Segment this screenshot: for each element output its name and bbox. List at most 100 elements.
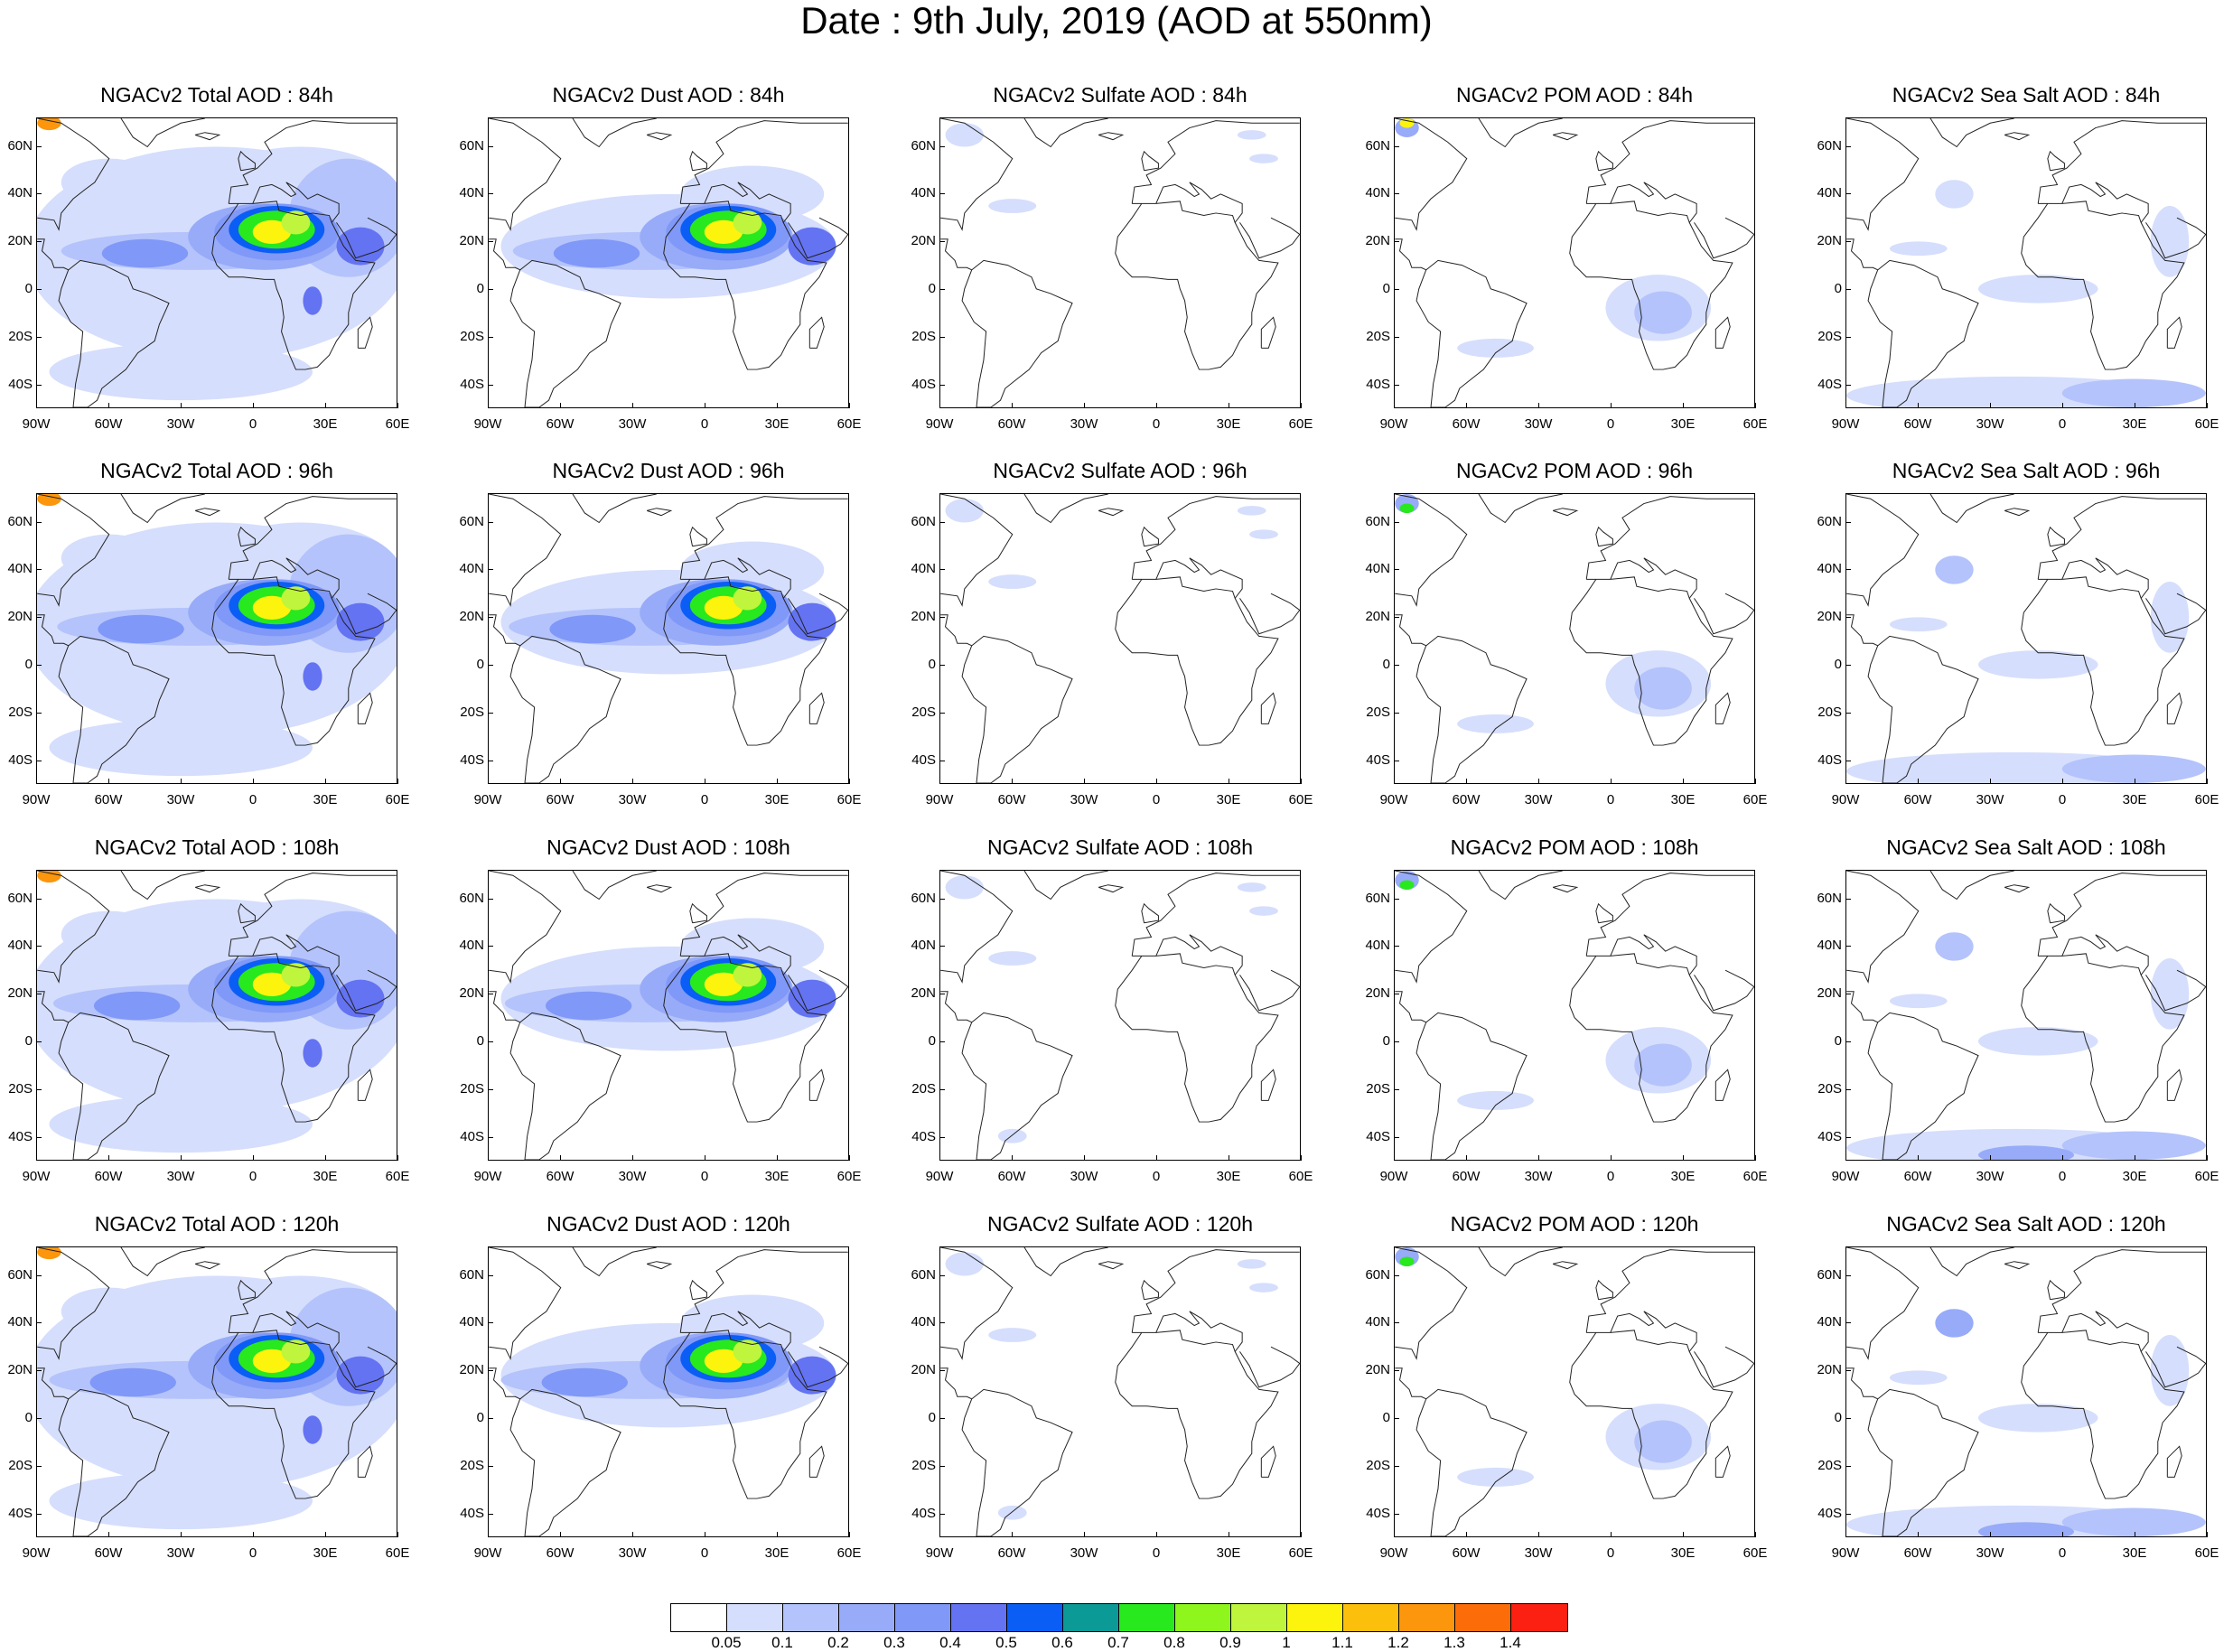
coastline bbox=[1239, 217, 1300, 259]
aod-plume bbox=[2150, 1335, 2190, 1406]
coastline bbox=[1610, 182, 1697, 223]
coastline bbox=[808, 1445, 825, 1478]
aod-plume bbox=[997, 1505, 1027, 1520]
lat-label: 20N bbox=[7, 1362, 33, 1378]
colorbar-label: 1.2 bbox=[1387, 1634, 1409, 1651]
coastline bbox=[238, 1279, 256, 1301]
lon-label: 0 bbox=[1606, 1545, 1615, 1561]
lat-tick bbox=[36, 1088, 42, 1090]
lon-tick bbox=[1538, 1532, 1539, 1537]
lat-tick bbox=[1394, 946, 1399, 947]
coastline bbox=[2004, 884, 2031, 893]
lat-label: 40S bbox=[1817, 1128, 1842, 1144]
lon-label: 60E bbox=[2194, 792, 2219, 807]
lon-tick bbox=[1683, 779, 1684, 784]
coastline bbox=[2047, 150, 2065, 172]
lon-tick bbox=[632, 779, 633, 784]
lon-label: 30E bbox=[764, 1545, 789, 1561]
coastline bbox=[1098, 508, 1125, 517]
coastline bbox=[37, 118, 110, 231]
lat-tick bbox=[1845, 946, 1851, 947]
colorbar-swatch bbox=[1007, 1604, 1063, 1631]
aod-plume bbox=[733, 1339, 762, 1364]
lon-label: 30W bbox=[1524, 1169, 1553, 1184]
lon-label: 60W bbox=[1903, 1545, 1932, 1561]
aod-plume bbox=[1399, 503, 1415, 513]
coastline bbox=[1846, 991, 1878, 1023]
lat-tick bbox=[1845, 1418, 1851, 1420]
coastline bbox=[940, 614, 972, 647]
lat-tick bbox=[36, 1041, 42, 1043]
aod-map bbox=[940, 118, 1300, 407]
lon-label: 30W bbox=[1976, 416, 2004, 432]
coastline bbox=[1585, 1249, 1754, 1333]
coastline bbox=[1569, 1330, 1733, 1499]
coastline bbox=[1929, 494, 2014, 524]
lat-label: 60N bbox=[459, 513, 484, 529]
lat-label: 20N bbox=[7, 985, 33, 1002]
lon-label: 0 bbox=[2058, 1545, 2067, 1561]
lat-tick bbox=[939, 336, 945, 338]
coastline bbox=[2004, 508, 2031, 517]
coastline bbox=[211, 576, 376, 746]
lat-tick bbox=[1845, 336, 1851, 338]
lon-label: 60E bbox=[1742, 1169, 1768, 1184]
lat-label: 40S bbox=[8, 1128, 33, 1144]
aod-plume bbox=[1634, 667, 1692, 710]
aod-plume bbox=[945, 875, 984, 900]
lat-tick bbox=[488, 569, 493, 571]
lat-label: 0 bbox=[1834, 1033, 1842, 1050]
lat-label: 40N bbox=[911, 1314, 936, 1330]
lat-tick bbox=[1394, 1418, 1399, 1420]
lat-tick bbox=[939, 1322, 945, 1324]
lat-label: 60N bbox=[911, 1266, 936, 1283]
lon-label: 0 bbox=[248, 1545, 257, 1561]
lat-label: 40N bbox=[7, 938, 33, 954]
lon-tick bbox=[1611, 403, 1612, 408]
lon-tick bbox=[1918, 1532, 1919, 1537]
lon-tick bbox=[397, 1155, 398, 1161]
map-panel: NGACv2 POM AOD : 120h 60N 40N 20N 0 20S 40S 90W… bbox=[1365, 1212, 1767, 1573]
lat-tick bbox=[36, 569, 42, 571]
lat-tick bbox=[488, 898, 493, 900]
coastline bbox=[1595, 150, 1613, 172]
lon-label: 0 bbox=[1606, 416, 1615, 432]
coastline bbox=[2145, 1346, 2206, 1388]
coastline bbox=[1098, 1261, 1125, 1270]
lat-tick bbox=[1394, 1274, 1399, 1276]
coastline bbox=[194, 1261, 221, 1270]
aod-plume bbox=[61, 534, 157, 583]
coastline bbox=[2037, 1249, 2206, 1333]
lon-label: 30E bbox=[313, 1169, 338, 1184]
aod-plume bbox=[37, 871, 61, 883]
lat-label: 40S bbox=[8, 751, 33, 768]
lon-tick bbox=[2207, 779, 2208, 784]
map-frame bbox=[939, 870, 1301, 1161]
lon-label: 60E bbox=[385, 1169, 410, 1184]
lat-tick bbox=[1394, 241, 1399, 243]
colorbar-label: 0.8 bbox=[1163, 1634, 1185, 1651]
aod-map bbox=[1846, 871, 2206, 1160]
coastline bbox=[1714, 692, 1731, 724]
coastline bbox=[1478, 1247, 1563, 1277]
aod-plume bbox=[788, 227, 836, 266]
coastline bbox=[1098, 884, 1125, 893]
panel-title: NGACv2 Sea Salt AOD : 108h bbox=[1886, 835, 2166, 859]
lat-label: 0 bbox=[1834, 657, 1842, 673]
aod-plume bbox=[788, 979, 836, 1018]
lat-label: 60N bbox=[7, 1266, 33, 1283]
coastline bbox=[1260, 316, 1276, 349]
lon-tick bbox=[1394, 779, 1395, 784]
coastline bbox=[1846, 238, 1878, 271]
lat-label: 60N bbox=[459, 137, 484, 154]
lat-tick bbox=[939, 384, 945, 386]
lon-tick bbox=[1084, 779, 1085, 784]
lon-tick bbox=[1084, 403, 1085, 408]
lat-label: 20S bbox=[1817, 1080, 1842, 1097]
coastline bbox=[1694, 593, 1754, 635]
coastline bbox=[1155, 1311, 1243, 1352]
aod-plume bbox=[252, 972, 292, 997]
map-frame bbox=[939, 1246, 1301, 1537]
lat-tick bbox=[1394, 384, 1399, 386]
lat-tick bbox=[488, 145, 493, 147]
